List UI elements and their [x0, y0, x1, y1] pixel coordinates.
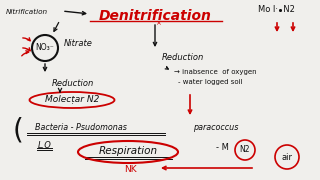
- Text: L.O: L.O: [38, 141, 52, 150]
- Text: Nitrification: Nitrification: [6, 9, 48, 15]
- Text: NO₃⁻: NO₃⁻: [36, 44, 54, 53]
- Text: Molecṭar N2: Molecṭar N2: [45, 96, 99, 105]
- Text: ×: ×: [155, 20, 161, 26]
- Text: Bacteria - Psudomonas: Bacteria - Psudomonas: [35, 123, 127, 132]
- Text: - water logged soil: - water logged soil: [178, 79, 243, 85]
- Text: (: (: [12, 116, 23, 144]
- Text: Denitrification: Denitrification: [99, 9, 212, 23]
- Text: Nitrate: Nitrate: [64, 39, 93, 48]
- Text: - M: - M: [216, 143, 229, 152]
- Text: NK: NK: [124, 165, 137, 174]
- Text: N2: N2: [240, 145, 250, 154]
- Text: air: air: [282, 152, 292, 161]
- Text: Respiration: Respiration: [99, 146, 157, 156]
- Text: → inabsence  of oxygen: → inabsence of oxygen: [174, 69, 257, 75]
- Text: Reduction: Reduction: [52, 78, 94, 87]
- Text: Mo l·  N2: Mo l· N2: [258, 6, 295, 15]
- Text: paracoccus: paracoccus: [193, 123, 238, 132]
- Text: Reduction: Reduction: [162, 53, 204, 62]
